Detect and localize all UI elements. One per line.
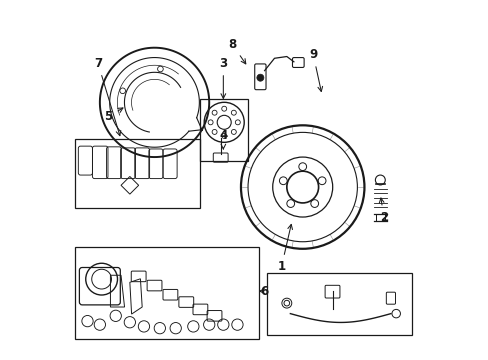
Bar [75, 247, 258, 339]
Text: 6: 6 [259, 285, 267, 298]
Text: 9: 9 [308, 48, 322, 91]
Bar [200, 99, 247, 161]
Circle shape [256, 74, 264, 81]
Text: 8: 8 [227, 38, 245, 64]
Text: 4: 4 [219, 129, 227, 149]
Text: 2: 2 [379, 198, 387, 224]
Bar [75, 139, 200, 208]
Text: 5: 5 [104, 108, 122, 123]
Text: 3: 3 [219, 57, 227, 98]
Text: 1: 1 [277, 224, 292, 273]
Text: 7: 7 [94, 57, 121, 136]
Bar [267, 274, 411, 335]
